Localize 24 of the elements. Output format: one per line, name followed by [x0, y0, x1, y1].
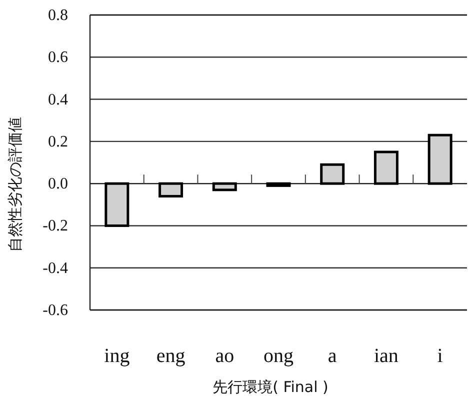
- y-tick-label: 0.0: [48, 176, 68, 193]
- x-tick-label: eng: [156, 345, 186, 367]
- bar: [266, 182, 291, 187]
- y-tick-label: -0.4: [42, 260, 68, 277]
- bar: [428, 134, 452, 185]
- y-axis-title: 自然性劣化の評価値: [6, 117, 24, 252]
- bar: [320, 163, 345, 185]
- x-axis-title: 先行環境( Final ): [212, 378, 328, 396]
- bar: [374, 150, 398, 185]
- y-tick-label: -0.2: [42, 218, 68, 235]
- y-tick-label: 0.2: [48, 133, 68, 150]
- bar: [104, 182, 130, 227]
- y-tick-label: -0.6: [42, 302, 68, 319]
- x-tick-label: ong: [264, 345, 294, 367]
- y-tick-label: 0.4: [48, 91, 68, 108]
- x-tick-label: ian: [374, 345, 398, 367]
- x-tick-label: ing: [104, 345, 130, 367]
- bar: [158, 182, 184, 198]
- x-tick-label: a: [328, 345, 337, 367]
- y-tick-label: 0.8: [48, 7, 68, 24]
- x-tick-label: ao: [215, 345, 234, 367]
- bar: [212, 182, 237, 192]
- y-tick-label: 0.6: [48, 49, 68, 66]
- x-tick-label: i: [437, 345, 444, 367]
